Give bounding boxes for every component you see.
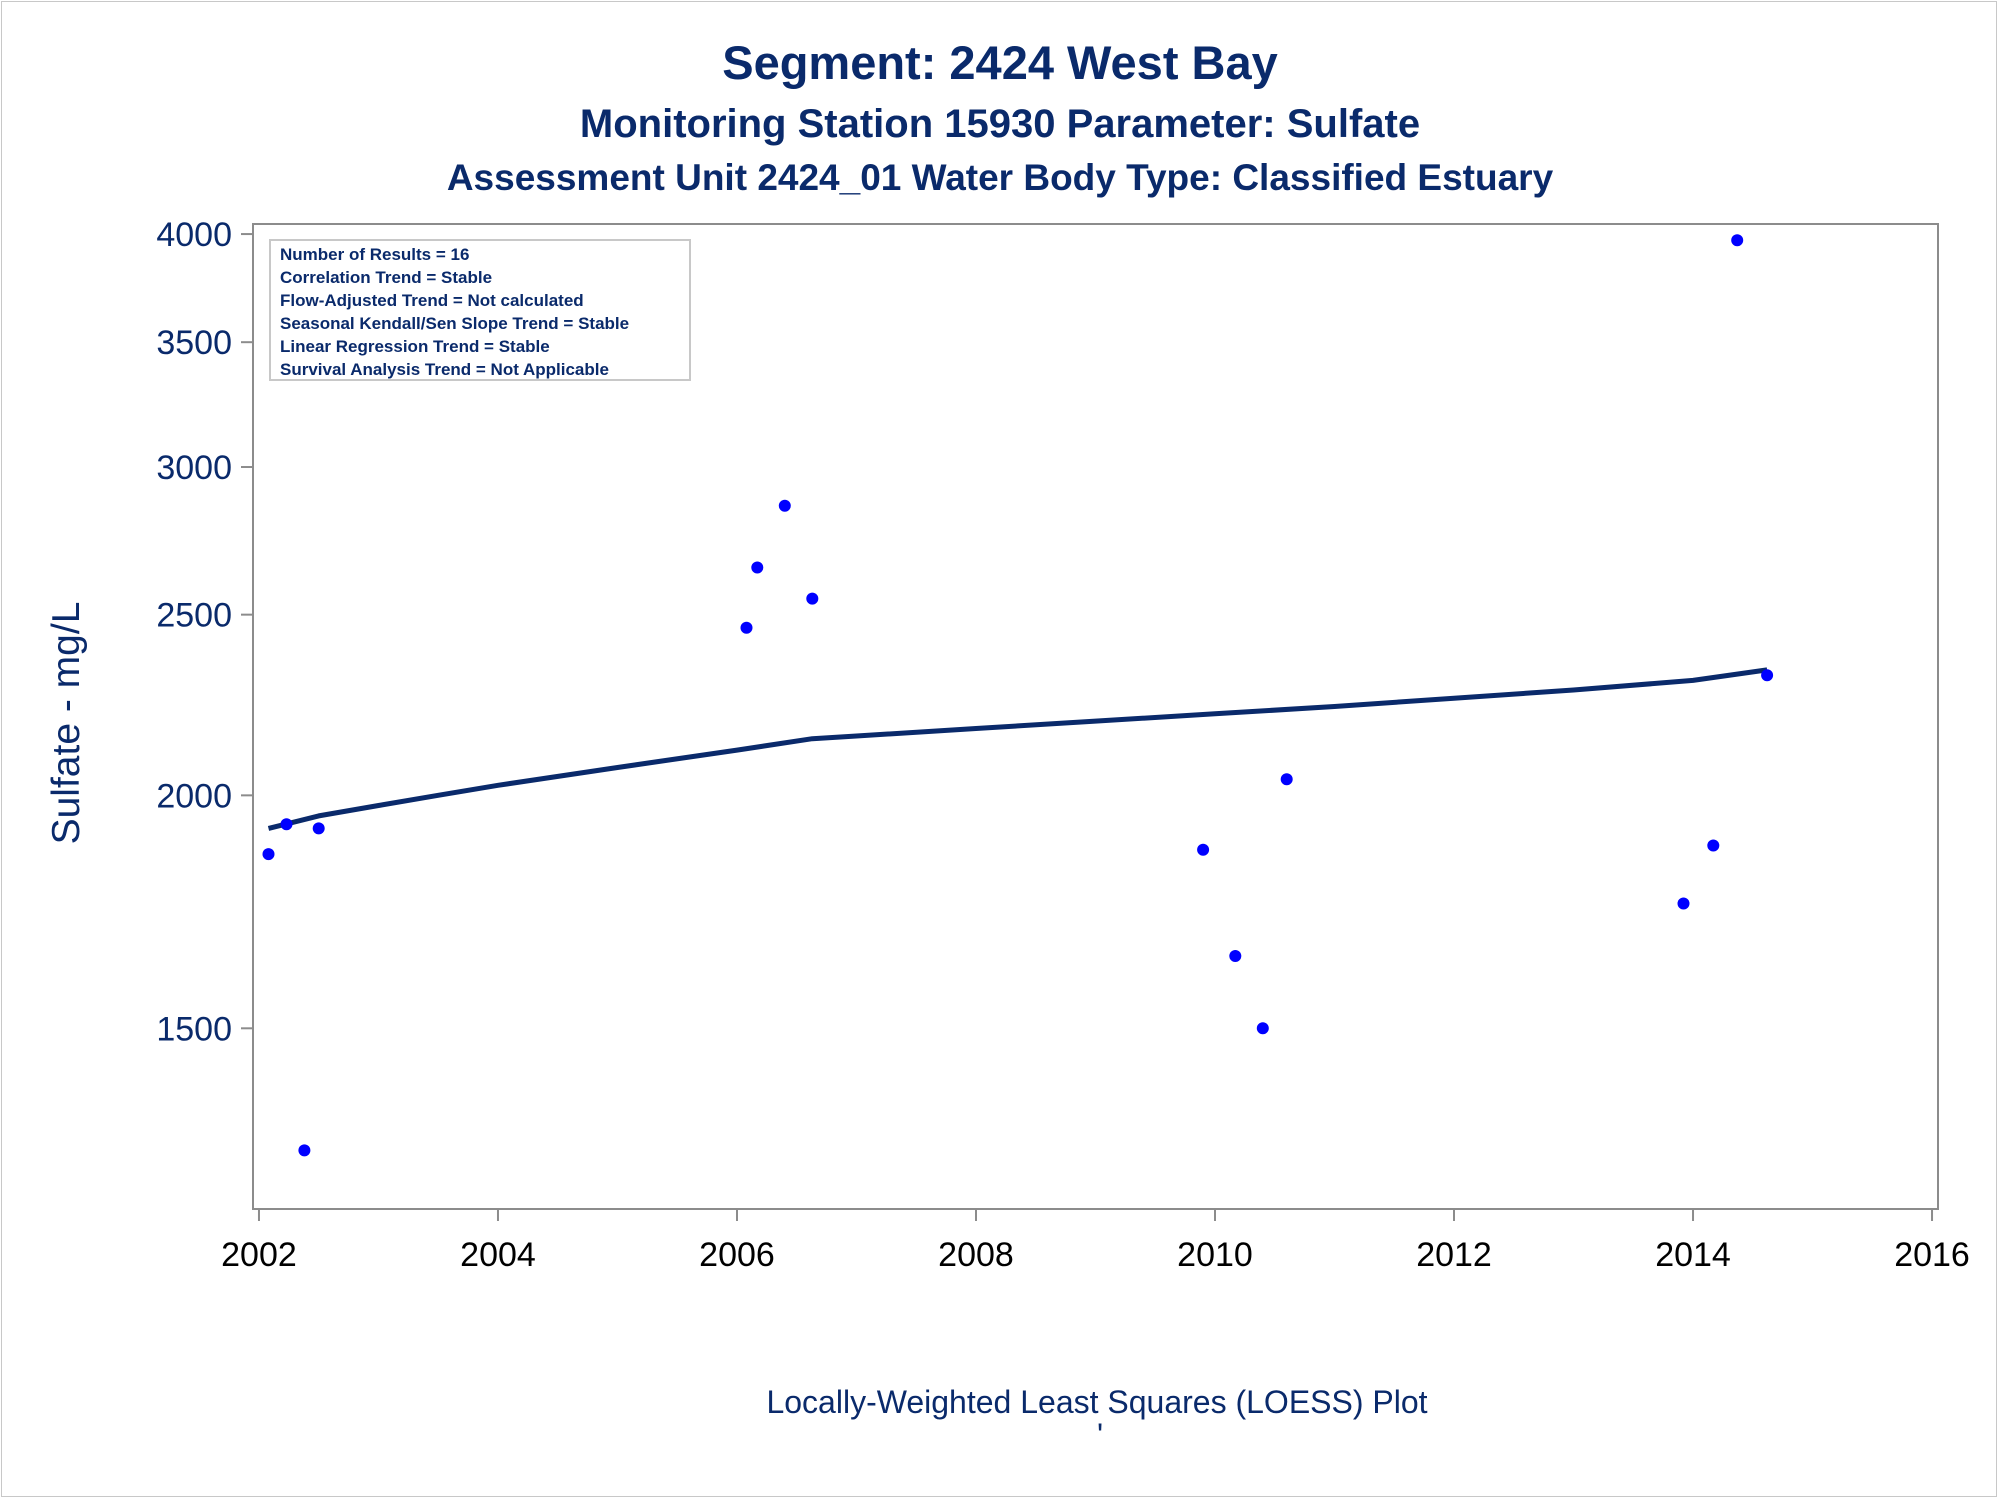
data-point	[312, 822, 325, 835]
data-point	[778, 499, 791, 512]
data-point	[1229, 950, 1242, 962]
chart-title: Segment: 2424 West Bay	[722, 36, 1278, 89]
data-point	[1677, 897, 1690, 910]
stats-line-linear-regression: Linear Regression Trend = Stable	[280, 337, 550, 356]
y-axis: 1500 2000 2500 3000 3500 4000	[156, 216, 253, 1048]
stats-line-survival: Survival Analysis Trend = Not Applicable	[280, 360, 609, 379]
y-tick-label: 3500	[156, 324, 232, 362]
x-tick-label: 2012	[1416, 1236, 1492, 1274]
stats-legend-box	[269, 239, 691, 381]
x-tick-label: 2016	[1894, 1236, 1970, 1274]
data-point	[262, 848, 275, 861]
stats-line-seasonal-kendall: Seasonal Kendall/Sen Slope Trend = Stabl…	[280, 314, 629, 333]
y-axis-label: Sulfate - mg/L	[45, 602, 88, 845]
chart-subtitle-2: Assessment Unit 2424_01 Water Body Type:…	[447, 157, 1554, 198]
x-tick-label: 2010	[1177, 1236, 1253, 1274]
stats-line-flow-adjusted: Flow-Adjusted Trend = Not calculated	[280, 291, 584, 310]
data-point	[751, 561, 764, 574]
data-point	[1761, 669, 1774, 682]
data-point	[1197, 843, 1210, 856]
plot-area	[252, 223, 1939, 1210]
x-tick-label: 2006	[699, 1236, 775, 1274]
loess-line	[267, 667, 1768, 831]
data-point	[806, 592, 819, 605]
x-tick-label: 2014	[1655, 1236, 1731, 1274]
y-tick-label: 4000	[156, 216, 232, 254]
footnote-mark: '	[1097, 1417, 1103, 1453]
x-axis: 2002 2004 2006 2008 2010 2012 2014 2016	[221, 1209, 1970, 1274]
data-point	[740, 621, 753, 634]
data-point	[1731, 234, 1744, 247]
data-point	[1280, 773, 1293, 786]
stats-line-correlation: Correlation Trend = Stable	[280, 268, 492, 287]
data-point	[1707, 839, 1720, 852]
x-tick-label: 2002	[221, 1236, 297, 1274]
stats-legend: Number of Results = 16 Correlation Trend…	[269, 239, 691, 381]
stats-line-results: Number of Results = 16	[280, 245, 469, 264]
y-tick-label: 3000	[156, 449, 232, 487]
y-tick-label: 1500	[156, 1010, 232, 1048]
data-point	[1256, 1022, 1269, 1035]
x-tick-label: 2004	[460, 1236, 536, 1274]
footnote: Locally-Weighted Least Squares (LOESS) P…	[766, 1384, 1427, 1420]
y-tick-label: 2000	[156, 777, 232, 815]
data-point	[298, 1144, 311, 1157]
y-tick-label: 2500	[156, 597, 232, 635]
chart-subtitle: Monitoring Station 15930 Parameter: Sulf…	[580, 102, 1420, 146]
data-point	[280, 818, 293, 831]
data-series	[262, 234, 1774, 1157]
x-tick-label: 2008	[938, 1236, 1014, 1274]
